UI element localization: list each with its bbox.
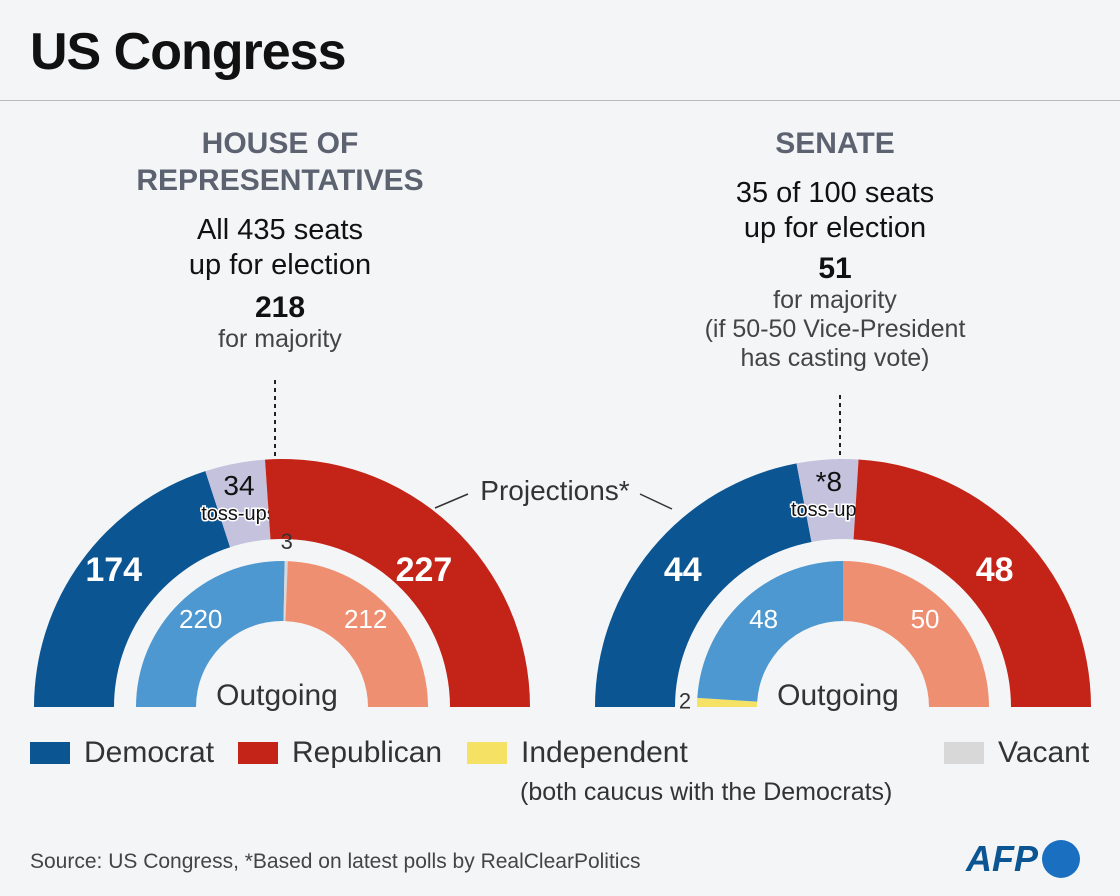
house-outgoing-vacant-arc	[283, 561, 288, 622]
senate-outgoing-independent-label: 2	[679, 689, 691, 714]
house-projection-toss-up-arc	[205, 459, 271, 548]
senate-projection-republican-label: 48	[976, 551, 1014, 589]
outgoing-label: Outgoing	[777, 679, 899, 712]
house-majority-label: for majority	[218, 325, 342, 353]
democrat-swatch	[30, 742, 70, 764]
outgoing-label: Outgoing	[216, 679, 338, 712]
projections-label: Projections*	[480, 475, 630, 506]
senate-heading: SENATE	[775, 127, 895, 160]
senate-projection-republican-arc	[853, 459, 1091, 707]
legend-independent-note: (both caucus with the Democrats)	[520, 778, 893, 806]
senate-sub-1: 35 of 100 seats	[735, 177, 935, 209]
projections-leader-right	[639, 493, 673, 510]
house-outgoing-republican-arc	[285, 561, 428, 707]
afp-logo: AFP	[966, 838, 1080, 880]
house-projection-democrat-label: 174	[85, 551, 142, 589]
republican-swatch	[238, 742, 278, 764]
tossups-sublabel: toss-ups	[791, 499, 867, 521]
house-projection-republican-label: 227	[396, 551, 453, 589]
senate-outgoing-democrat-label: 48	[749, 604, 778, 634]
senate-projection-democrat-arc	[595, 463, 812, 707]
page-title: US Congress	[30, 23, 347, 81]
divider	[0, 100, 1120, 101]
senate-majority: 51	[818, 252, 852, 285]
house-projection-democrat-arc	[34, 471, 231, 707]
senate-projection-democrat-label: 44	[664, 551, 702, 589]
legend-independent: Independent	[467, 736, 688, 770]
senate-sub-2: up for election	[743, 212, 927, 244]
projections-leader-left	[434, 493, 469, 509]
house-outgoing-republican-label: 212	[344, 604, 387, 634]
senate-header: SENATE 35 of 100 seats up for election 5…	[635, 125, 1035, 373]
house-header: HOUSE OF REPRESENTATIVES All 435 seats u…	[80, 125, 480, 354]
afp-logo-text: AFP	[966, 838, 1038, 879]
vacant-swatch	[944, 742, 984, 764]
legend-republican: Republican	[238, 736, 442, 770]
legend-vacant-label: Vacant	[998, 736, 1090, 769]
senate-note-1: (if 50-50 Vice-President	[704, 315, 966, 343]
senate-note-2: has casting vote)	[740, 344, 930, 372]
house-outgoing-democrat-arc	[136, 561, 285, 707]
legend-independent-label: Independent	[521, 736, 688, 769]
senate-projection-toss-up-label: *8	[816, 466, 842, 497]
legend-democrat: Democrat	[30, 736, 214, 770]
senate-outgoing-independent-arc	[697, 697, 758, 707]
legend-republican-label: Republican	[292, 736, 443, 769]
source-note: Source: US Congress, *Based on latest po…	[30, 850, 641, 873]
house-heading-2: REPRESENTATIVES	[136, 164, 424, 197]
legend-vacant: Vacant	[944, 736, 1089, 770]
afp-logo-dot	[1042, 840, 1080, 878]
senate-projection-toss-up-arc	[796, 459, 859, 542]
senate-outgoing-republican-arc	[843, 561, 989, 707]
house-sub-1: All 435 seats	[196, 214, 364, 246]
house-heading: HOUSE OF	[201, 127, 359, 160]
house-projection-toss-up-label: 34	[223, 470, 254, 501]
legend-democrat-label: Democrat	[84, 736, 215, 769]
independent-swatch	[467, 742, 507, 764]
house-sub-2: up for election	[188, 249, 372, 281]
senate-outgoing-republican-label: 50	[911, 604, 940, 634]
house-outgoing-vacant-label: 3	[281, 529, 293, 554]
senate-outgoing-democrat-arc	[697, 561, 843, 702]
house-projection-republican-arc	[264, 459, 530, 707]
tossups-sublabel: toss-ups	[201, 503, 277, 525]
senate-majority-label: for majority	[773, 286, 897, 314]
house-majority: 218	[254, 291, 306, 324]
house-outgoing-democrat-label: 220	[179, 604, 222, 634]
